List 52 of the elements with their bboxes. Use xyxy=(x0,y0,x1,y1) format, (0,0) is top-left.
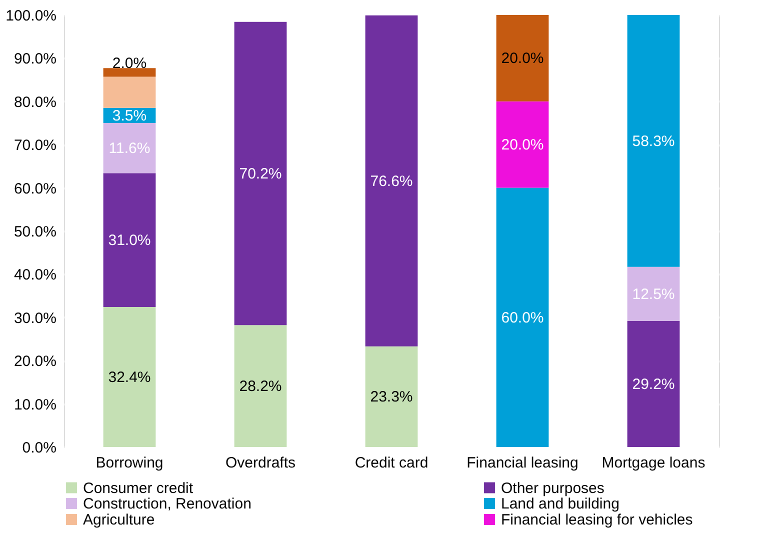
legend-label: Other purposes xyxy=(501,480,604,497)
bar xyxy=(103,123,156,174)
bar xyxy=(496,188,549,447)
legend-label: Financial leasing for vehicles xyxy=(501,512,693,528)
data-label: 3.5% xyxy=(112,107,147,124)
y-tick-label: 70.0% xyxy=(14,137,56,154)
data-label: 60.0% xyxy=(501,309,544,326)
y-tick-label: 50.0% xyxy=(14,224,56,240)
y-tick-label: 10.0% xyxy=(14,396,56,414)
x-tick-label: Overdrafts xyxy=(225,454,296,472)
y-tick-label: 30.0% xyxy=(14,310,56,327)
data-label: 20.0% xyxy=(501,136,544,154)
x-tick-label: Mortgage loans xyxy=(602,454,706,472)
y-tick-label: 60.0% xyxy=(14,180,56,198)
data-label: 11.6% xyxy=(108,140,150,158)
legend-label: Land and building xyxy=(501,496,620,512)
bar xyxy=(496,15,549,102)
bar xyxy=(103,68,156,77)
data-label: 2.0% xyxy=(112,54,147,72)
data-label: 29.2% xyxy=(632,376,675,393)
data-label: 32.4% xyxy=(108,369,151,386)
bar xyxy=(627,15,680,267)
bar xyxy=(103,307,156,447)
bar xyxy=(627,320,680,447)
data-label: 12.5% xyxy=(632,286,675,303)
x-tick-label: Credit card xyxy=(354,454,428,472)
bar xyxy=(234,22,287,326)
legend-label: Agriculture xyxy=(83,512,155,528)
x-tick-label: Financial leasing xyxy=(466,454,578,472)
bar xyxy=(365,15,418,346)
data-label: 23.3% xyxy=(370,388,413,406)
bar xyxy=(627,266,680,321)
bar xyxy=(103,173,156,308)
x-tick-label: Borrowing xyxy=(96,454,164,472)
data-label: 31.0% xyxy=(108,232,151,250)
data-label: 76.6% xyxy=(370,172,413,190)
bar xyxy=(234,325,287,447)
data-label: 70.2% xyxy=(239,166,282,183)
legend-label: Consumer credit xyxy=(83,480,194,497)
legend-label: Construction, Renovation xyxy=(83,496,252,512)
bar xyxy=(496,101,549,188)
y-tick-label: 40.0% xyxy=(14,266,56,284)
bar xyxy=(365,346,418,447)
data-label: 58.3% xyxy=(632,132,675,150)
y-tick-label: 20.0% xyxy=(14,353,56,370)
y-tick-label: 0.0% xyxy=(22,440,56,456)
y-tick-label: 90.0% xyxy=(14,50,56,68)
y-tick-label: 80.0% xyxy=(14,94,56,111)
data-label: 28.2% xyxy=(239,378,282,396)
data-label: 20.0% xyxy=(501,50,544,68)
y-tick-label: 100.0% xyxy=(6,8,56,24)
bar xyxy=(103,76,156,108)
